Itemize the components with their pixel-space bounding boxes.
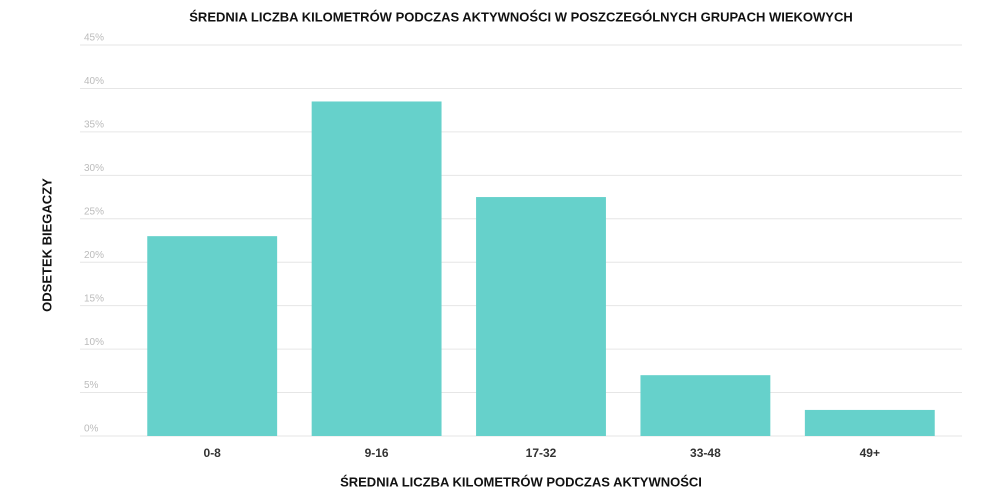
x-tick-label: 17-32 [526,446,557,460]
x-axis-label: ŚREDNIA LICZBA KILOMETRÓW PODCZAS AKTYWN… [340,474,702,489]
y-tick-label: 5% [84,380,99,391]
x-tick-label: 33-48 [690,446,721,460]
y-tick-label: 20% [84,250,104,261]
y-axis-label: ODSETEK BIEGACZY [39,178,54,312]
bar [311,101,442,436]
bar [147,236,278,436]
y-tick-label: 35% [84,120,104,131]
bar [476,197,606,436]
y-tick-label: 25% [84,206,104,217]
y-tick-label: 0% [84,424,99,435]
y-tick-label: 40% [84,76,104,87]
bar [640,375,771,436]
y-tick-label: 30% [84,163,104,174]
y-tick-label: 15% [84,293,104,304]
x-tick-label: 49+ [860,446,880,460]
x-tick-label: 0-8 [204,446,222,460]
x-tick-label: 9-16 [365,446,389,460]
chart-title: ŚREDNIA LICZBA KILOMETRÓW PODCZAS AKTYWN… [189,9,852,24]
bar [804,409,935,436]
y-tick-label: 10% [84,337,104,348]
y-tick-label: 45% [84,33,104,44]
